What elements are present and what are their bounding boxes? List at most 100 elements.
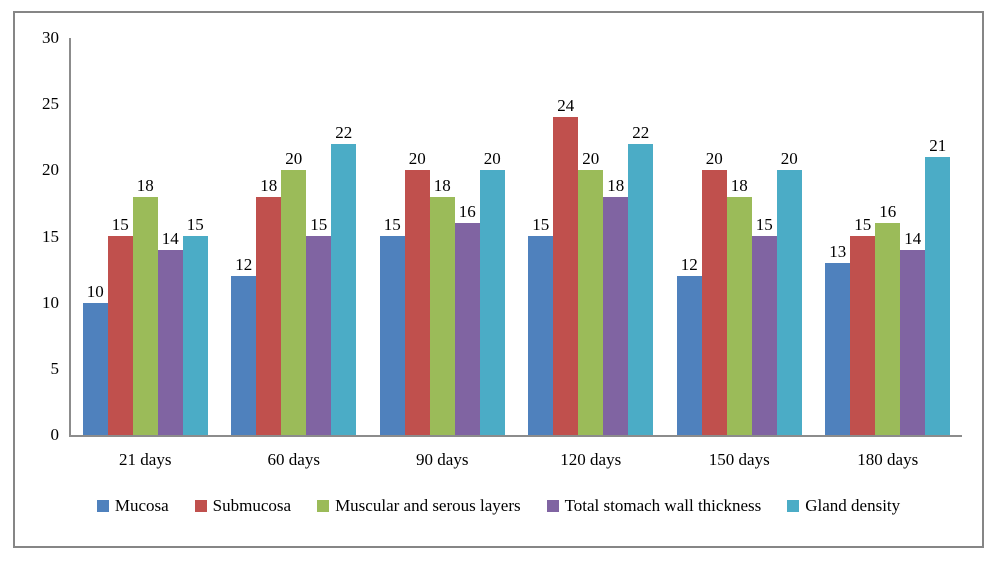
bar-mucosa: 12 [231,256,257,435]
bar-value-label: 18 [730,176,748,195]
bar-value-label: 16 [879,202,897,221]
bar-submucosa: 15 [107,216,133,435]
bar-value-label: 15 [532,215,550,234]
bar-value-label: 24 [557,96,575,115]
plot-area: 10 15 18 14 15 12 18 20 15 22 15 20 18 16 20 15 24 20 18 22… [69,38,962,437]
x-axis-category-label: 60 days [267,450,320,469]
bar-submucosa: 20 [404,150,430,435]
bar-total-stomach-wall-thickness: 14 [900,230,926,435]
bar-mucosa: 15 [379,216,405,435]
bar-value-label: 15 [186,215,204,234]
legend-swatch [317,500,330,512]
bar-total-stomach-wall-thickness: 18 [603,177,629,435]
bar-gland-density: 22 [628,124,654,435]
x-axis-category-label: 21 days [119,450,172,469]
bar-gland-density: 22 [331,124,357,435]
bar-value-label: 15 [755,215,773,234]
legend-item-submucosa: Submucosa [194,495,292,517]
bar-mucosa: 15 [528,216,554,435]
legend-label: Mucosa [114,496,169,515]
bar-muscular-and-serous-layers: 16 [875,203,901,435]
bar-group-60-days: 12 18 20 15 22 [220,38,369,435]
legend-label: Gland density [805,496,901,515]
bar-group-180-days: 13 15 16 14 21 [814,38,963,435]
x-axis-category-label: 150 days [708,450,770,469]
bar-mucosa: 10 [82,283,108,435]
bar-value-label: 15 [111,215,129,234]
bar-total-stomach-wall-thickness: 15 [306,216,332,435]
bar-muscular-and-serous-layers: 18 [726,177,752,435]
legend-swatch [787,500,800,512]
y-axis-tick-label: 20 [42,160,59,180]
bar-value-label: 20 [408,149,426,168]
bar-submucosa: 18 [256,177,282,435]
y-axis-tick-label: 25 [42,94,59,114]
bar-value-label: 14 [904,229,922,248]
bar-group-120-days: 15 24 20 18 22 [517,38,666,435]
legend-swatch [546,500,559,512]
bar-group-21-days: 10 15 18 14 15 [71,38,220,435]
legend-label: Total stomach wall thickness [564,496,762,515]
bar-muscular-and-serous-layers: 18 [132,177,158,435]
legend-item-mucosa: Mucosa [96,495,169,517]
bar-value-label: 15 [854,215,872,234]
bar-submucosa: 20 [701,150,727,435]
x-axis-category-labels: 21 days 60 days 90 days 120 days 150 days 180… [71,449,962,471]
bar-total-stomach-wall-thickness: 14 [157,230,183,435]
y-axis-tick-label: 5 [50,358,60,378]
bar-mucosa: 13 [825,243,851,435]
bar-value-label: 16 [458,202,476,221]
x-axis-category-label: 120 days [560,450,622,469]
bar-value-label: 10 [86,282,104,301]
legend-item-gland-density: Gland density [787,495,900,517]
bar-value-label: 14 [161,229,179,248]
bar-groups: 10 15 18 14 15 12 18 20 15 22 15 20 18 16 20 15 24 20 18 22… [71,38,962,435]
legend-item-total-stomach-wall-thickness: Total stomach wall thickness [546,495,762,517]
bar-value-label: 12 [235,255,253,274]
bar-value-label: 18 [260,176,278,195]
bar-mucosa: 12 [676,256,702,435]
bar-muscular-and-serous-layers: 20 [578,150,604,435]
bar-value-label: 20 [285,149,303,168]
bar-gland-density: 15 [182,216,208,435]
legend-swatch [194,500,207,512]
y-axis-tick-label: 15 [42,226,59,246]
bar-submucosa: 24 [553,97,579,435]
bar-gland-density: 20 [479,150,505,435]
bar-value-label: 18 [136,176,154,195]
bar-value-label: 15 [383,215,401,234]
y-axis-tick-label: 30 [42,28,59,47]
legend-item-muscular-and-serous-layers: Muscular and serous layers [317,495,521,517]
bar-value-label: 18 [433,176,451,195]
y-axis-tick-label: 0 [50,425,60,444]
bar-muscular-and-serous-layers: 20 [281,150,307,435]
bar-value-label: 20 [705,149,723,168]
bar-group-150-days: 12 20 18 15 20 [665,38,814,435]
bar-value-label: 15 [310,215,328,234]
bar-value-label: 20 [483,149,501,168]
bar-muscular-and-serous-layers: 18 [429,177,455,435]
legend: Mucosa Submucosa Muscular and serous layer… [15,495,982,517]
chart-frame: 30 25 20 15 10 5 0 10 15 18 14 15 12 18 20 15 22 15 20 18 1… [13,11,984,548]
x-axis-category-label: 180 days [857,450,919,469]
x-axis-category-label: 90 days [416,450,469,469]
bar-gland-density: 20 [776,150,802,435]
bar-total-stomach-wall-thickness: 16 [454,203,480,435]
bar-value-label: 22 [632,123,650,142]
bar-value-label: 20 [780,149,798,168]
y-axis-tick-label: 10 [42,292,59,312]
bar-submucosa: 15 [850,216,876,435]
bar-value-label: 13 [829,242,847,261]
bar-value-label: 20 [582,149,600,168]
bar-value-label: 12 [680,255,698,274]
bar-group-90-days: 15 20 18 16 20 [368,38,517,435]
bar-value-label: 22 [335,123,353,142]
legend-label: Submucosa [212,496,292,515]
bar-value-label: 21 [929,136,947,155]
bar-value-label: 18 [607,176,625,195]
bar-total-stomach-wall-thickness: 15 [751,216,777,435]
legend-swatch [96,500,109,512]
bar-gland-density: 21 [925,137,951,435]
legend-label: Muscular and serous layers [335,496,521,515]
